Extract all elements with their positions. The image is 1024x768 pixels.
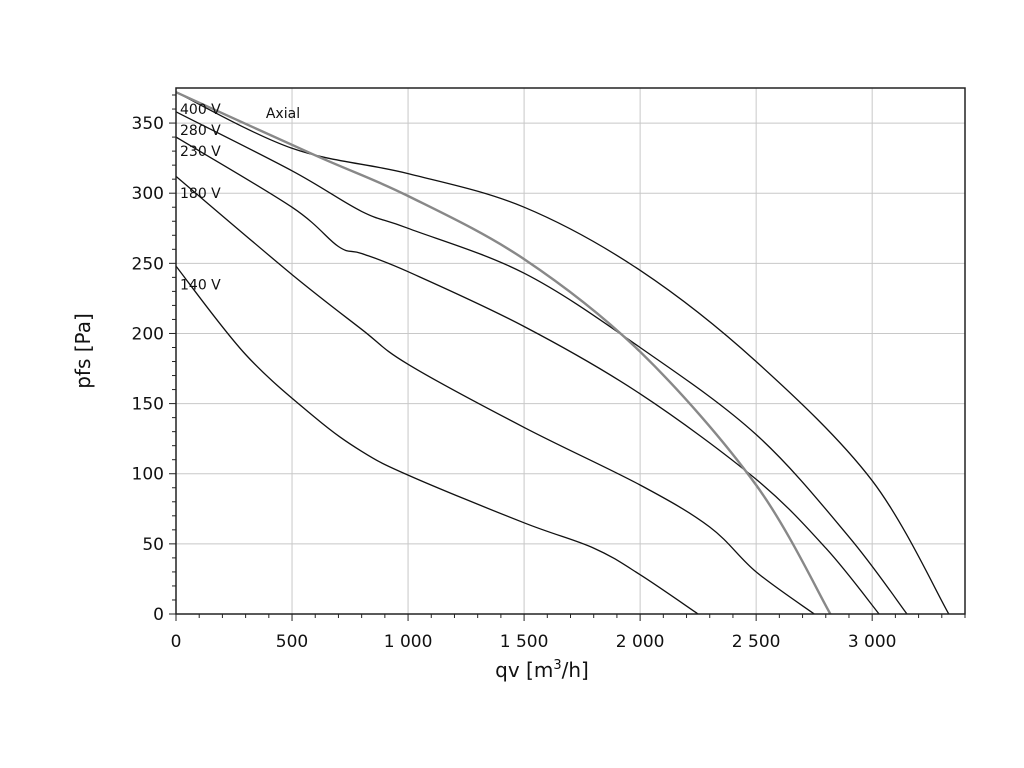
x-axis-title: qv [m3/h] [495,658,589,682]
series-line-axial [175,91,832,615]
series-line-180-v [175,175,815,615]
y-tick-label: 0 [153,605,164,625]
y-tick-label: 150 [132,395,164,415]
curve-label: Axial [266,106,300,122]
x-tick-label: 2 000 [616,632,665,652]
y-tick-label: 350 [132,114,164,134]
y-tick-label: 50 [142,535,164,555]
curves [175,91,950,615]
x-tick-label: 1 000 [384,632,433,652]
series-line-230-v [175,136,880,615]
x-tick-label: 2 500 [732,632,781,652]
curve-label: 400 V [180,102,221,118]
series-line-280-v [175,111,908,615]
y-axis-title: pfs [Pa] [71,313,95,389]
curve-label: 140 V [180,277,221,293]
curve-label: 280 V [180,123,221,139]
y-tick-label: 300 [132,184,164,204]
grid [176,88,965,614]
curve-label: 230 V [180,144,221,160]
curve-label: 180 V [180,186,221,202]
x-tick-label: 1 500 [500,632,549,652]
y-tick-label: 100 [132,465,164,485]
series-line-140-v [175,265,699,615]
x-tick-label: 0 [171,632,182,652]
x-tick-label: 3 000 [848,632,897,652]
y-tick-label: 250 [132,254,164,274]
x-tick-label: 500 [276,632,308,652]
y-tick-label: 200 [132,324,164,344]
curve-labels: 400 V 280 V 230 V 180 V 140 V Axial [180,102,300,293]
axis-ticks: 0 500 1 000 1 500 2 000 2 500 3 000 0 50 100 150 20… [132,94,966,652]
